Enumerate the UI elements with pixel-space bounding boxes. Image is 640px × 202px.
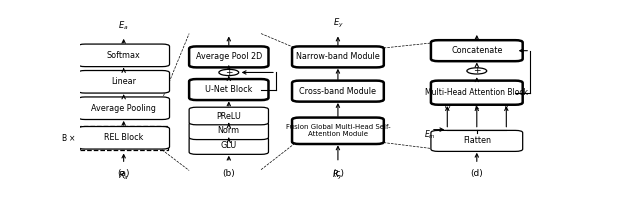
Circle shape [467,68,487,74]
Text: Concatenate: Concatenate [451,46,502,55]
Text: $E_m$: $E_m$ [424,128,436,141]
Text: (d): (d) [470,169,483,178]
FancyBboxPatch shape [189,122,269,140]
FancyBboxPatch shape [292,118,384,144]
Text: Average Pool 2D: Average Pool 2D [196,52,262,61]
Text: Q: Q [445,104,450,110]
Text: (a): (a) [117,169,130,178]
FancyBboxPatch shape [292,46,384,67]
Text: Norm: Norm [218,126,240,135]
Text: $R_a$: $R_a$ [118,169,129,182]
FancyBboxPatch shape [78,44,170,67]
Text: Flatten: Flatten [463,136,491,145]
Text: $E_a$: $E_a$ [118,20,129,32]
Text: K: K [474,104,479,110]
Text: Multi-Head Attention Block: Multi-Head Attention Block [426,88,528,97]
FancyBboxPatch shape [189,46,269,67]
Text: GLU: GLU [221,141,237,150]
Text: U-Net Block: U-Net Block [205,85,253,94]
Text: Fusion Global Multi-Head Self-
Attention Module: Fusion Global Multi-Head Self- Attention… [285,124,390,137]
FancyBboxPatch shape [78,97,170,120]
Circle shape [219,69,239,76]
Text: PReLU: PReLU [216,112,241,121]
Text: $E_y$: $E_y$ [333,17,343,31]
Text: REL Block: REL Block [104,133,143,142]
FancyBboxPatch shape [292,81,384,102]
FancyBboxPatch shape [431,130,523,151]
FancyBboxPatch shape [78,126,170,149]
Text: V: V [504,104,509,110]
Text: $R_y$: $R_y$ [332,169,344,182]
Text: Average Pooling: Average Pooling [92,104,156,113]
FancyBboxPatch shape [431,81,523,105]
Text: (c): (c) [332,169,344,178]
Text: +: + [225,68,232,77]
Text: B $\times$: B $\times$ [61,132,76,143]
Text: Softmax: Softmax [107,51,141,60]
FancyBboxPatch shape [189,79,269,100]
FancyBboxPatch shape [431,40,523,61]
FancyBboxPatch shape [189,107,269,125]
Text: +: + [473,66,481,75]
Text: (b): (b) [223,169,235,178]
FancyBboxPatch shape [189,137,269,154]
FancyBboxPatch shape [78,70,170,93]
Text: Narrow-band Module: Narrow-band Module [296,52,380,61]
Text: Linear: Linear [111,77,136,86]
Text: Cross-band Module: Cross-band Module [300,87,376,96]
